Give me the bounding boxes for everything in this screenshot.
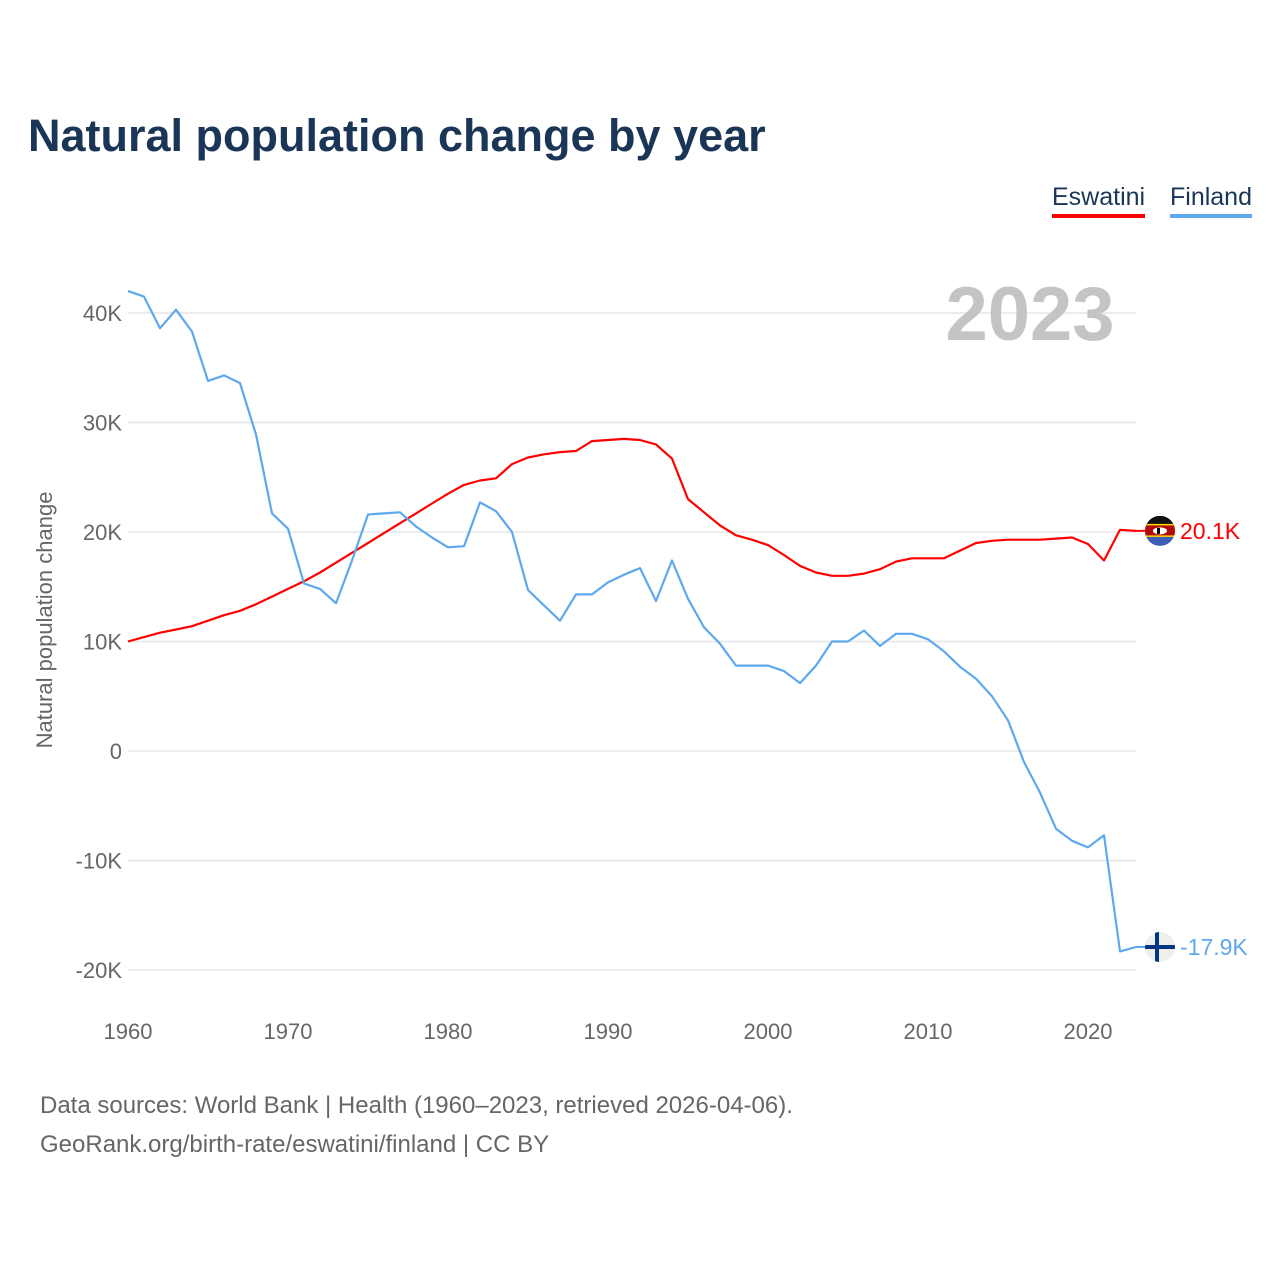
year-watermark: 2023 xyxy=(945,272,1114,357)
x-tick-label: 1970 xyxy=(264,1019,313,1044)
finland-flag-icon xyxy=(1145,932,1175,963)
eswatini-flag-icon xyxy=(1145,515,1175,546)
y-axis-label: Natural population change xyxy=(32,492,57,749)
series-line-finland[interactable] xyxy=(127,290,1137,953)
x-tick-label: 1990 xyxy=(584,1019,633,1044)
footer: Data sources: World Bank | Health (1960–… xyxy=(40,1086,793,1164)
source-note: Data sources: World Bank | Health (1960–… xyxy=(40,1092,793,1119)
chart-area: -20K -10K 0 10K 20K 30K 40K 1960 1970 1980 1990 200… xyxy=(32,272,1248,1044)
y-tick-label: -20K xyxy=(76,958,123,983)
x-tick-label: 2010 xyxy=(904,1019,953,1044)
legend-eswatini[interactable]: Eswatini xyxy=(1052,183,1146,218)
legend-finland[interactable]: Finland xyxy=(1170,183,1252,218)
chart-title: Natural population change by year xyxy=(28,110,766,161)
y-tick-label: -10K xyxy=(76,849,123,874)
series-line-eswatini[interactable] xyxy=(127,437,1137,643)
x-tick-label: 2000 xyxy=(744,1019,793,1044)
end-value-label: -17.9K xyxy=(1180,934,1248,960)
x-tick-label: 1960 xyxy=(104,1019,153,1044)
source-link[interactable]: GeoRank.org/birth-rate/eswatini/finland … xyxy=(40,1131,550,1158)
y-tick-label: 20K xyxy=(83,520,122,545)
y-tick-label: 40K xyxy=(83,301,122,326)
y-tick-label: 10K xyxy=(83,630,122,655)
y-tick-label: 0 xyxy=(110,739,122,764)
x-tick-label: 2020 xyxy=(1064,1019,1113,1044)
x-tick-label: 1980 xyxy=(424,1019,473,1044)
end-value-label: 20.1K xyxy=(1180,518,1241,544)
y-tick-label: 30K xyxy=(83,411,122,436)
